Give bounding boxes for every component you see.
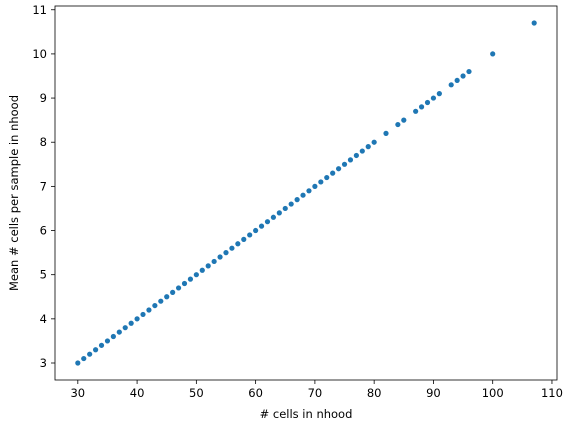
x-tick-label: 90	[426, 386, 441, 400]
data-point	[312, 183, 318, 189]
data-point	[87, 351, 93, 357]
x-tick-label: 60	[248, 386, 263, 400]
data-point	[81, 355, 87, 362]
y-tick-label: 11	[32, 3, 47, 17]
data-point	[318, 179, 324, 185]
data-point	[193, 272, 199, 278]
data-point	[211, 258, 217, 265]
data-point	[276, 210, 282, 216]
x-tick-label: 30	[70, 386, 85, 400]
data-point	[116, 329, 122, 335]
y-tick-label: 7	[40, 179, 47, 193]
y-tick-label: 8	[40, 135, 47, 149]
data-point	[75, 360, 81, 366]
data-point	[223, 250, 229, 256]
data-point	[454, 77, 460, 84]
data-point	[158, 298, 164, 304]
data-point	[258, 223, 265, 229]
data-point	[460, 73, 466, 79]
data-point	[128, 320, 134, 326]
data-point	[241, 236, 247, 242]
data-point	[430, 95, 437, 101]
data-point	[294, 197, 300, 203]
y-tick-label: 6	[40, 224, 47, 238]
data-point	[347, 157, 354, 163]
data-point	[306, 188, 312, 194]
data-point	[146, 307, 152, 313]
data-point	[300, 192, 306, 198]
y-tick-label: 10	[32, 47, 47, 61]
data-point	[264, 219, 271, 225]
data-point	[418, 104, 425, 110]
data-point	[490, 51, 496, 57]
x-tick-label: 70	[308, 386, 323, 400]
data-point	[282, 205, 288, 212]
data-point	[217, 254, 223, 260]
data-point	[92, 347, 99, 353]
data-point	[359, 148, 365, 154]
data-point	[395, 121, 401, 128]
x-tick-label: 110	[541, 386, 563, 400]
plot-frame	[54, 5, 558, 381]
data-point	[229, 245, 235, 251]
data-point	[448, 82, 454, 88]
data-point	[134, 316, 140, 322]
axes: 30 40 50 60 70 80 90 100 110 3 4 5 6 7 8 9 10 11	[32, 3, 563, 400]
data-point	[164, 294, 170, 300]
data-point	[353, 152, 359, 159]
data-point	[270, 214, 277, 220]
data-point	[152, 302, 158, 309]
y-tick-label: 9	[40, 91, 47, 105]
data-point	[383, 130, 389, 136]
data-point	[365, 144, 371, 150]
data-point	[175, 285, 182, 291]
data-point	[187, 276, 194, 282]
y-tick-label: 4	[40, 312, 47, 326]
data-point	[181, 280, 188, 287]
data-point	[110, 333, 116, 340]
data-points	[75, 20, 537, 366]
data-point	[104, 338, 111, 344]
data-point	[371, 139, 377, 145]
y-axis-label: Mean # cells per sample in nhood	[7, 95, 21, 291]
y-tick-label: 3	[40, 356, 47, 370]
data-point	[247, 232, 253, 238]
data-point	[413, 108, 419, 114]
data-point	[436, 91, 442, 97]
y-tick-label: 5	[40, 268, 47, 282]
data-point	[424, 99, 431, 106]
data-point	[531, 20, 537, 26]
data-point	[235, 241, 241, 247]
data-point	[401, 117, 407, 123]
data-point	[140, 311, 146, 318]
data-point	[253, 227, 259, 234]
data-point	[341, 161, 348, 167]
x-tick-label: 100	[482, 386, 504, 400]
x-tick-label: 80	[367, 386, 382, 400]
data-point	[205, 263, 211, 269]
x-tick-label: 40	[130, 386, 145, 400]
data-point	[288, 201, 294, 207]
x-tick-label: 50	[189, 386, 204, 400]
data-point	[330, 170, 336, 176]
data-point	[199, 267, 205, 273]
data-point	[466, 68, 472, 75]
data-point	[170, 289, 176, 295]
x-axis-label: # cells in nhood	[260, 407, 353, 421]
data-point	[335, 166, 342, 172]
data-point	[122, 325, 128, 331]
data-point	[98, 342, 105, 348]
data-point	[324, 174, 330, 181]
